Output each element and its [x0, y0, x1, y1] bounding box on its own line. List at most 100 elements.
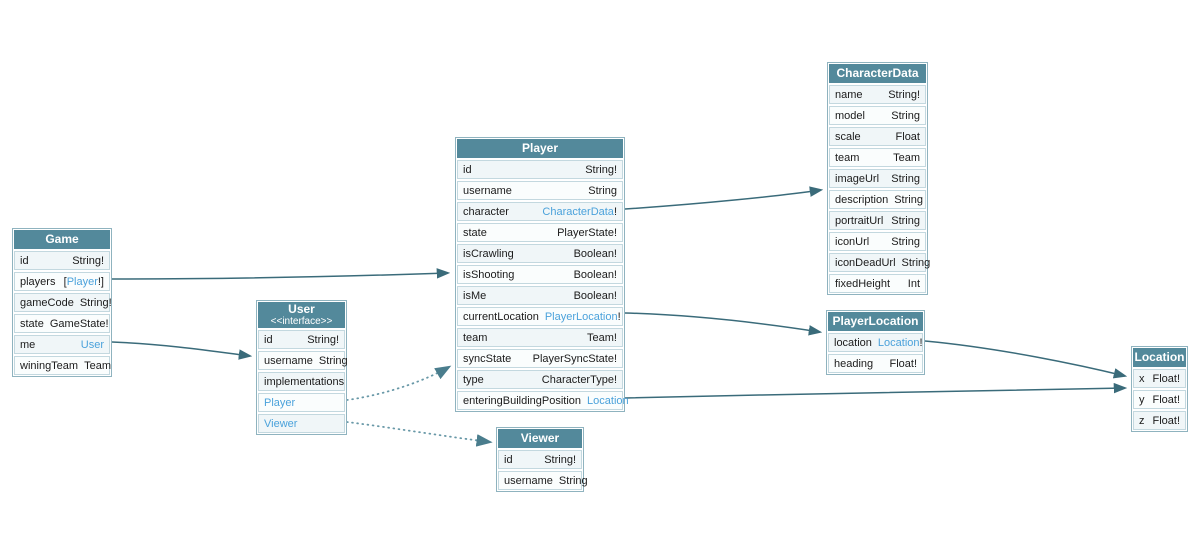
- field-name: currentLocation: [463, 310, 539, 323]
- implementation-link-viewer[interactable]: Viewer: [264, 417, 298, 430]
- field-row-viewer-id: id String!: [498, 450, 582, 469]
- field-name: portraitUrl: [835, 214, 884, 227]
- table-header-playerlocation[interactable]: PlayerLocation: [828, 312, 923, 331]
- type-text: String!: [585, 163, 617, 176]
- field-type: Team: [893, 152, 920, 164]
- field-type: Team: [84, 360, 111, 372]
- type-link-location[interactable]: Location: [587, 394, 629, 407]
- field-row-player-isshooting: isShooting Boolean!: [457, 265, 623, 284]
- type-text: String!: [79, 296, 112, 309]
- type-text: String: [558, 474, 588, 487]
- field-row-game-id: id String!: [14, 251, 110, 270]
- field-row-game-winingteam: winingTeam Team: [14, 356, 111, 375]
- field-row-player-id: id String!: [457, 160, 623, 179]
- implementation-link-player[interactable]: Player: [264, 396, 296, 409]
- field-row-characterdata-imageurl: imageUrl String: [829, 169, 926, 188]
- field-type: String: [319, 355, 348, 367]
- field-type: PlayerState!: [557, 227, 617, 239]
- field-name: model: [835, 109, 865, 122]
- field-name: imageUrl: [835, 172, 880, 185]
- type-text: String!: [307, 333, 339, 346]
- edge-user-player-to-player: [346, 365, 452, 401]
- field-row-characterdata-icondeadurl: iconDeadUrl String: [829, 253, 930, 272]
- type-link-user[interactable]: User: [80, 338, 104, 351]
- field-row-characterdata-name: name String!: [829, 85, 926, 104]
- type-text: Int: [907, 277, 920, 290]
- field-row-game-state: state GameState!: [14, 314, 110, 333]
- field-row-player-syncstate: syncState PlayerSyncState!: [457, 349, 623, 368]
- table-title: Viewer: [520, 431, 560, 445]
- type-text: String!: [888, 88, 920, 101]
- type-text: String!: [72, 254, 104, 267]
- type-text: GameState!: [49, 317, 109, 330]
- field-row-characterdata-portraiturl: portraitUrl String: [829, 211, 926, 230]
- table-title: CharacterData: [836, 66, 919, 80]
- field-name: type: [463, 373, 484, 386]
- field-type: Boolean!: [574, 290, 617, 302]
- field-row-user-id: id String!: [258, 330, 345, 349]
- field-name: isMe: [463, 289, 487, 302]
- field-row-player-username: username String: [457, 181, 623, 200]
- table-header-location[interactable]: Location: [1133, 348, 1186, 367]
- field-name: description: [835, 193, 889, 206]
- field-name: gameCode: [20, 296, 74, 309]
- field-type: [Player!]: [64, 276, 104, 288]
- field-name: username: [504, 474, 553, 487]
- field-name: x: [1139, 372, 1145, 385]
- type-text: !: [617, 310, 621, 323]
- type-table-location: Location x Float! y Float! z Float!: [1131, 346, 1188, 432]
- field-name: id: [20, 254, 29, 267]
- field-name: id: [463, 163, 472, 176]
- type-table-characterdata: CharacterData name String! model String scale…: [827, 62, 930, 295]
- field-name: location: [834, 336, 872, 349]
- type-text: PlayerState!: [557, 226, 617, 239]
- field-type: String: [588, 185, 617, 197]
- field-row-user-player: Player: [258, 393, 345, 412]
- field-name: y: [1139, 393, 1145, 406]
- type-link-playerlocation[interactable]: PlayerLocation: [544, 310, 618, 323]
- type-link-player[interactable]: Player: [66, 275, 98, 288]
- type-link-characterdata[interactable]: CharacterData: [542, 205, 614, 218]
- table-title: User: [288, 302, 315, 316]
- type-text: String: [588, 184, 617, 197]
- field-type: String: [891, 215, 920, 227]
- table-header-game[interactable]: Game: [14, 230, 110, 249]
- table-header-player[interactable]: Player: [457, 139, 623, 158]
- field-row-location-x: x Float!: [1133, 369, 1186, 388]
- edge-game-players-to-player: [111, 268, 451, 280]
- type-text: String: [894, 193, 923, 206]
- type-table-user: User <<interface>> id String! username String…: [256, 300, 348, 435]
- field-name: id: [264, 333, 273, 346]
- type-text: String: [901, 256, 931, 269]
- field-type: Team!: [587, 332, 617, 344]
- field-name: syncState: [463, 352, 512, 365]
- field-type: Float!: [889, 358, 917, 370]
- field-type: User: [81, 339, 104, 351]
- field-type: String: [559, 475, 588, 487]
- field-name: iconUrl: [835, 235, 870, 248]
- type-text: String: [318, 354, 348, 367]
- field-name: id: [504, 453, 513, 466]
- table-header-characterdata[interactable]: CharacterData: [829, 64, 926, 83]
- type-text: [: [63, 275, 67, 288]
- type-text: String: [891, 235, 920, 248]
- field-type: Float!: [1152, 373, 1180, 385]
- table-title: PlayerLocation: [832, 314, 919, 328]
- field-name: fixedHeight: [835, 277, 891, 290]
- type-link-location[interactable]: Location: [877, 336, 920, 349]
- field-row-characterdata-model: model String: [829, 106, 926, 125]
- field-type: Float!: [1152, 415, 1180, 427]
- edge-player-enteringbuildingposition-to-location: [624, 382, 1128, 399]
- field-name: team: [835, 151, 860, 164]
- type-text: Float!: [1152, 393, 1180, 406]
- field-row-player-character: character CharacterData!: [457, 202, 623, 221]
- field-type: CharacterData!: [542, 206, 617, 218]
- field-row-characterdata-scale: scale Float: [829, 127, 926, 146]
- type-text: !]: [97, 275, 104, 288]
- table-header-user[interactable]: User <<interface>>: [258, 302, 345, 328]
- field-row-user-implementations: implementations: [258, 372, 345, 391]
- table-header-viewer[interactable]: Viewer: [498, 429, 582, 448]
- field-name: name: [835, 88, 863, 101]
- field-type: Float: [896, 131, 920, 143]
